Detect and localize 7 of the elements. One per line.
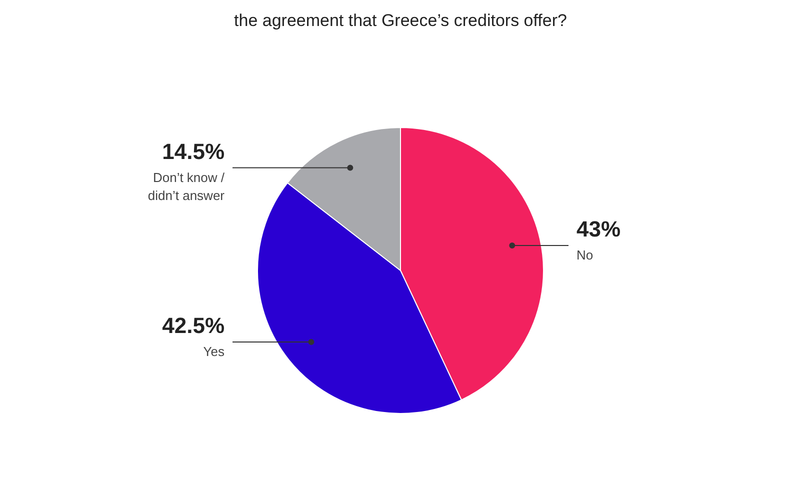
slice-label: No <box>576 248 594 263</box>
data-label: 42.5% <box>162 313 225 338</box>
slice-label: Yes <box>203 344 225 360</box>
chart-title: the agreement that Greece’s creditors offer? <box>234 11 567 30</box>
slice-label: Don’t know / didn’t answer <box>148 170 226 203</box>
data-label: 14.5% <box>162 138 225 164</box>
data-label: 43% <box>576 216 621 242</box>
